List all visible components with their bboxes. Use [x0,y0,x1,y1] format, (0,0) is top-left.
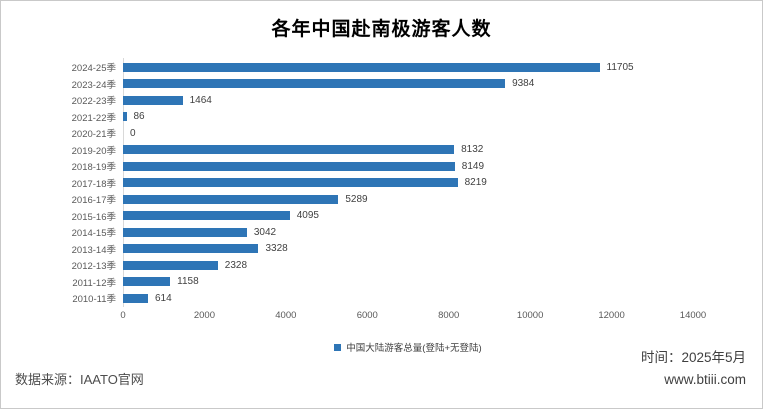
bar [123,161,455,171]
legend-swatch-icon [334,343,342,351]
x-tick-label: 4000 [275,310,297,321]
category-label: 2010-11季 [72,294,116,306]
plot-cell: 9384 [123,76,693,93]
bar-row: 2022-23季 1464 [1,92,762,109]
x-tick-label: 8000 [438,310,460,321]
plot-cell: 5289 [123,191,693,208]
value-label: 614 [154,292,172,304]
bar-row: 2017-18季 8219 [1,175,762,192]
legend-label: 中国大陆游客总量(登陆+无登陆) [346,343,482,354]
value-label: 8149 [461,160,485,172]
plot-cell: 614 [123,290,693,307]
bar [123,62,600,72]
category-label: 2017-18季 [71,178,116,190]
category-label: 2023-24季 [71,79,116,91]
bar [123,293,148,303]
plot-cell: 3328 [123,241,693,258]
value-label: 5289 [345,193,368,205]
category-label: 2011-12季 [72,277,116,289]
bar-row: 2018-19季 8149 [1,158,762,175]
value-label: 11705 [606,61,634,73]
data-source-label: 数据来源：IAATO官网 [15,372,144,387]
bar [123,277,171,287]
category-label: 2019-20季 [71,145,116,157]
bar-row: 2011-12季 1158 [1,274,762,291]
plot-cell: 0 [123,125,693,142]
x-tick-label: 12000 [598,310,625,321]
value-label: 4095 [296,210,319,222]
bar [123,95,183,105]
legend: 中国大陆游客总量(登陆+无登陆) [123,340,693,354]
bar-row: 2024-25季 11705 [1,59,762,76]
value-label: 9384 [512,78,535,90]
chart-title: 各年中国赴南极游客人数 [271,19,492,40]
plot-cell: 1464 [123,92,693,109]
x-tick-label: 14000 [679,310,707,321]
plot-cell: 2328 [123,257,693,274]
bar-row: 2016-17季 5289 [1,191,762,208]
x-axis: 0 2000 4000 6000 8000 10000 12000 14000 [120,310,706,322]
x-tick-label: 2000 [193,310,215,321]
bar-row: 2020-21季 0 [1,125,762,142]
category-label: 2015-16季 [71,211,116,223]
x-tick-label: 0 [120,310,126,321]
bar [123,211,290,221]
category-label: 2013-14季 [71,244,116,256]
bar [123,145,455,155]
bar [123,112,127,122]
bar [123,79,506,89]
bar [123,260,218,270]
category-label: 2024-25季 [71,63,116,75]
bar [123,194,339,204]
plot-cell: 8149 [123,158,693,175]
category-label: 2021-22季 [71,112,116,124]
category-label: 2022-23季 [71,96,116,108]
plot-cell: 86 [123,109,693,126]
value-label: 86 [133,111,145,123]
plot-cell: 4095 [123,208,693,225]
bar-row: 2019-20季 8132 [1,142,762,159]
value-label: 3042 [253,226,277,238]
category-label: 2012-13季 [71,261,116,273]
x-tick-label: 6000 [356,310,378,321]
bar-rows: 2024-25季 11705 2023-24季 9384 2022-23季 1464 202… [1,59,762,307]
value-label: 1158 [177,276,199,288]
bar-row: 2021-22季 86 [1,109,762,126]
bar-row: 2010-11季 614 [1,290,762,307]
value-label: 2328 [224,259,248,271]
plot-cell: 1158 [123,274,693,291]
value-label: 8132 [461,144,484,156]
value-label: 1464 [189,94,212,106]
bar-row: 2014-15季 3042 [1,224,762,241]
footer-right: 时间：2025年5月 www.btiii.com [641,347,746,392]
bar-row: 2012-13季 2328 [1,257,762,274]
website-label: www.btiii.com [664,372,746,388]
category-label: 2020-21季 [71,129,116,141]
plot-cell: 3042 [123,224,693,241]
bar-row: 2013-14季 3328 [1,241,762,258]
bar [123,227,247,237]
plot-cell: 8219 [123,175,693,192]
category-label: 2018-19季 [71,162,116,174]
value-label: 3328 [265,243,288,255]
plot-cell: 8132 [123,142,693,159]
value-label: 0 [130,127,136,139]
time-label: 时间：2025年5月 [640,350,746,365]
bar [123,178,458,188]
category-label: 2016-17季 [71,195,116,207]
x-tick-label: 10000 [516,310,544,321]
bar [123,244,259,254]
bar-row: 2023-24季 9384 [1,76,762,93]
category-label: 2014-15季 [71,228,116,240]
value-label: 8219 [464,177,487,189]
bar-row: 2015-16季 4095 [1,208,762,225]
plot-cell: 11705 [123,59,693,76]
